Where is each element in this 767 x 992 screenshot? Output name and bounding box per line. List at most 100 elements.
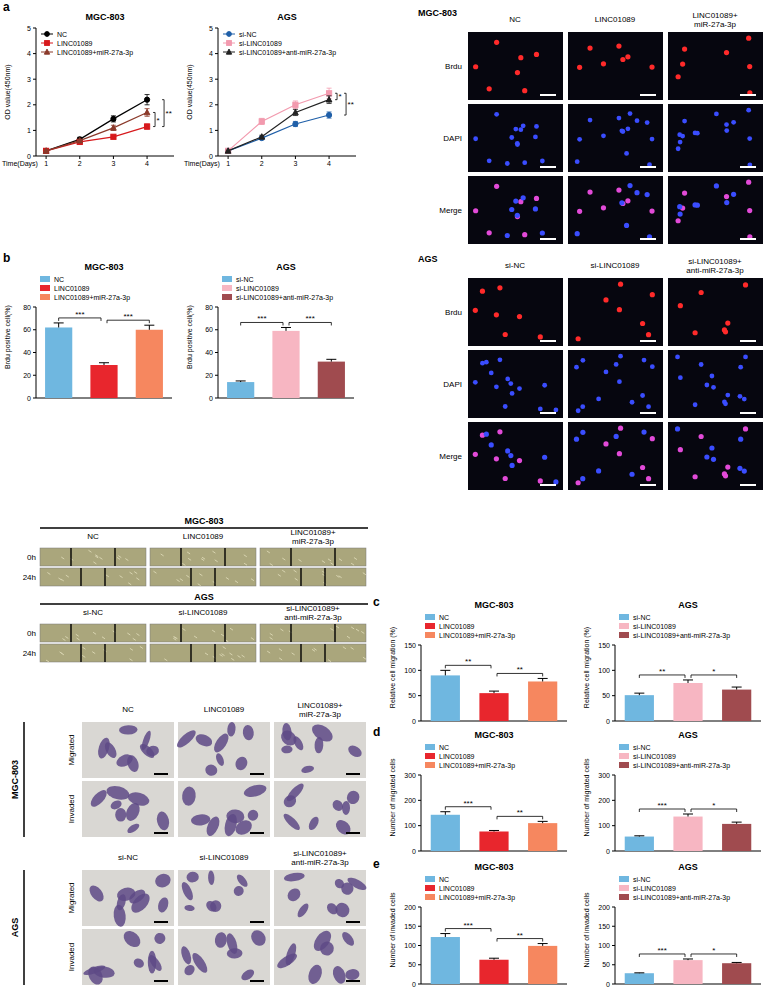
- texture: [106, 575, 109, 577]
- x-axis: [218, 156, 356, 157]
- scale-bar: [346, 980, 360, 982]
- nucleus: [675, 426, 680, 431]
- nucleus: [641, 429, 646, 434]
- texture: [202, 557, 205, 559]
- nucleus: [642, 358, 647, 363]
- plot-area: [45, 323, 163, 398]
- nucleus: [576, 336, 581, 341]
- scale-bar: [740, 238, 756, 240]
- nucleus: [711, 457, 716, 462]
- x-tick: [147, 156, 148, 159]
- error-bar: [293, 101, 298, 109]
- nucleus: [743, 426, 748, 431]
- column-label: anti-miR-27a-3p: [291, 858, 349, 867]
- microscopy-image: [468, 32, 563, 100]
- scratch-image: [150, 644, 256, 662]
- stained-cell: [156, 896, 170, 914]
- texture: [363, 657, 366, 659]
- wound-edge: [180, 624, 181, 642]
- stained-cell: [345, 968, 360, 980]
- texture: [199, 574, 202, 576]
- legend-label: NC: [439, 614, 449, 621]
- scale-bar: [640, 94, 656, 96]
- stained-cell: [291, 735, 305, 752]
- nucleus: [503, 404, 508, 409]
- data-point: [225, 148, 230, 153]
- stained-cell: [186, 871, 199, 882]
- nucleus: [725, 393, 730, 398]
- column-label: si-LINC01089: [591, 261, 640, 270]
- texture: [351, 627, 354, 629]
- data-point: [43, 148, 48, 153]
- row-label: Merge: [439, 206, 462, 215]
- texture: [182, 629, 185, 631]
- bar: [673, 817, 702, 851]
- significance-label: **: [659, 667, 665, 676]
- y-axis: [218, 28, 219, 156]
- cell-line-label: AGS: [10, 918, 20, 938]
- error-bar: [634, 835, 644, 837]
- column-label: si-NC: [118, 853, 138, 862]
- texture: [229, 653, 232, 655]
- nucleus: [646, 332, 651, 337]
- error-bar: [111, 125, 116, 130]
- x-tick-label: 1: [44, 160, 48, 167]
- nucleus: [503, 332, 508, 337]
- scale-bar: [346, 773, 360, 775]
- y-tick-label: 0: [209, 153, 213, 160]
- nucleus: [534, 52, 539, 57]
- legend-swatch: [222, 285, 232, 291]
- error-bar: [259, 118, 264, 124]
- stained-cell: [204, 763, 219, 778]
- chart-title: AGS: [276, 262, 296, 272]
- y-tick: [612, 721, 615, 722]
- stained-cell: [85, 964, 105, 987]
- scratch-image: [150, 624, 256, 642]
- legend-marker: [227, 32, 232, 37]
- y-tick: [215, 79, 218, 80]
- bar: [722, 963, 751, 984]
- stained-cell: [175, 728, 199, 751]
- bar: [722, 690, 751, 721]
- texture: [60, 652, 63, 654]
- texture: [242, 655, 245, 657]
- nucleus: [746, 180, 751, 185]
- texture: [177, 580, 180, 582]
- scale-bar: [154, 773, 168, 775]
- nucleus: [497, 429, 502, 434]
- nucleus: [645, 120, 650, 125]
- bar: [45, 327, 72, 398]
- nucleus: [618, 426, 623, 431]
- brdu-image-grid: MGC-803NCBrduDAPIMergeLINC01089LINC01089…: [418, 8, 763, 244]
- wound-edge: [334, 548, 335, 566]
- stained-cell: [126, 790, 151, 808]
- texture: [295, 578, 298, 580]
- nucleus: [494, 384, 499, 389]
- plot-area: [225, 88, 332, 153]
- texture: [61, 557, 64, 559]
- y-tick: [612, 825, 615, 826]
- plot-area: [227, 327, 345, 398]
- nucleus: [624, 223, 629, 228]
- texture: [322, 561, 325, 563]
- nucleus: [604, 369, 609, 374]
- data-point: [225, 148, 231, 153]
- y-tick: [33, 79, 36, 80]
- nucleus: [480, 289, 485, 294]
- data-point: [43, 148, 48, 153]
- microscopy-image: [568, 176, 663, 244]
- panel-label: a: [3, 0, 10, 14]
- stained-cell: [248, 927, 268, 948]
- y-tick: [33, 156, 36, 157]
- texture: [46, 660, 49, 662]
- nucleus: [473, 136, 478, 141]
- bar: [479, 831, 508, 851]
- legend-label: LINC01089: [439, 885, 475, 892]
- legend-swatch: [425, 614, 435, 620]
- wound-edge: [324, 568, 325, 586]
- nucleus: [581, 358, 586, 363]
- wound-edge: [70, 624, 71, 642]
- x-tick: [261, 156, 262, 159]
- nucleus: [505, 448, 510, 453]
- nucleus: [580, 430, 585, 435]
